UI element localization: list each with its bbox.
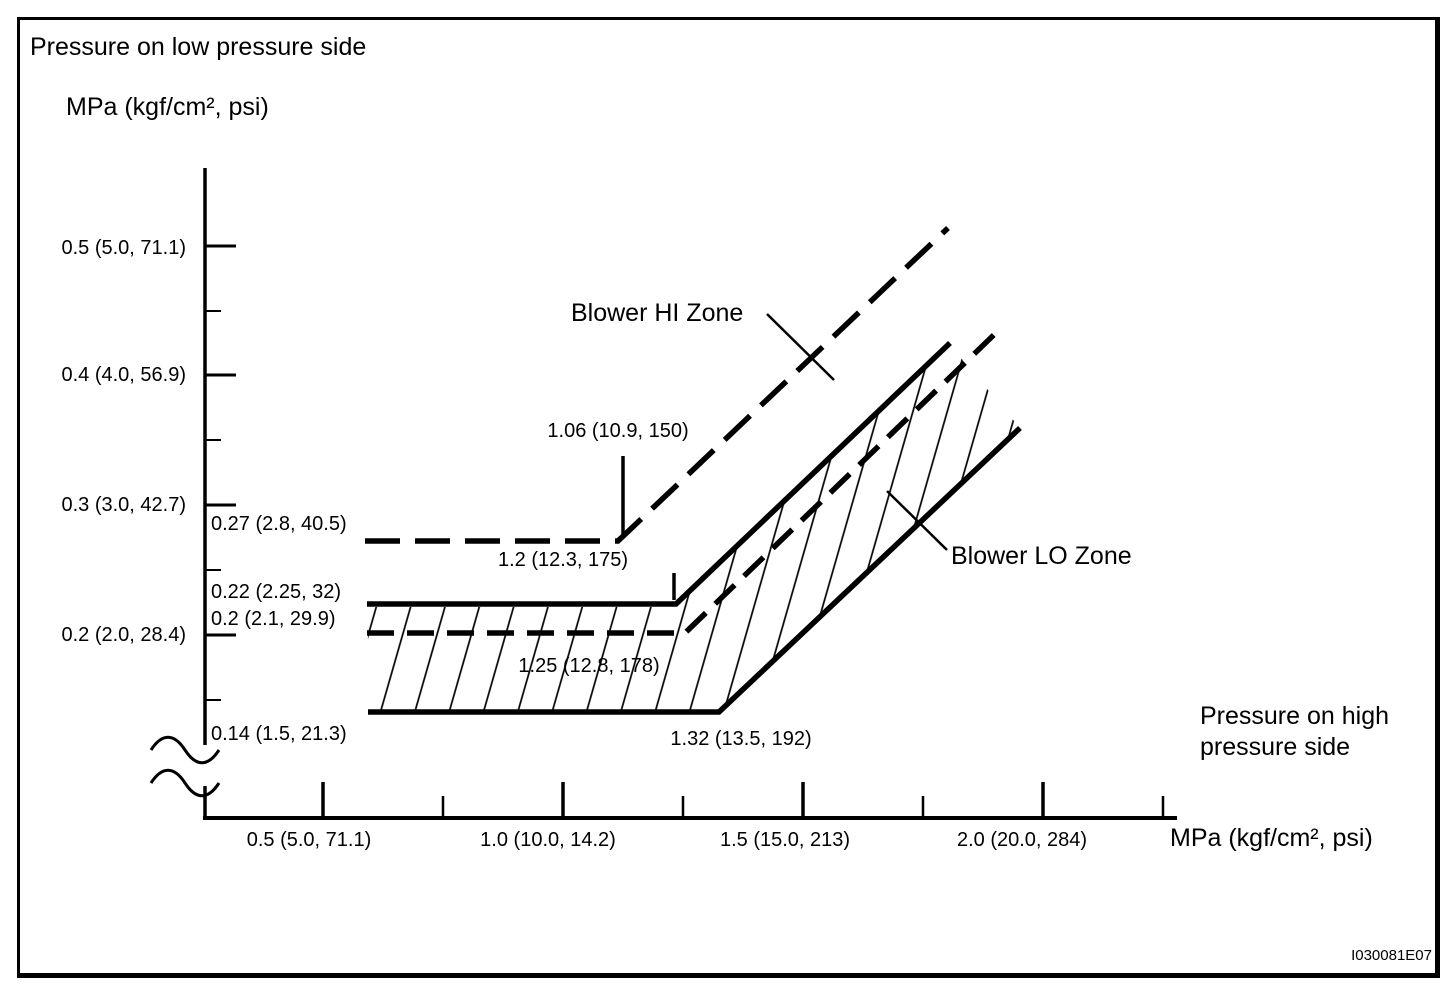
y-axis-minor-ticks [205, 310, 221, 701]
leader-blower-hi [766, 313, 835, 381]
leader-blower-lo [886, 490, 948, 551]
knee-label-1-25: 1.25 (12.8, 178) [518, 655, 660, 677]
blower-lo-zone-label: Blower LO Zone [951, 542, 1132, 570]
lo-upper-level-label: 0.22 (2.25, 32) [211, 581, 342, 603]
y-axis-major-ticks [205, 244, 236, 637]
x-axis-unit: MPa (kgf/cm², psi) [1170, 824, 1373, 852]
x-tick-label-1-5: 1.5 (15.0, 213) [719, 829, 851, 851]
x-tick-label-2-0: 2.0 (20.0, 284) [956, 829, 1088, 851]
blower-lo-zone-hatch [368, 345, 1020, 710]
blower-hi-zone-label: Blower HI Zone [571, 299, 744, 327]
blower-hi-lower-line [367, 326, 1003, 636]
hi-lower-level-label: 0.2 (2.1, 29.9) [211, 608, 336, 630]
knee-label-1-32: 1.32 (13.5, 192) [670, 728, 812, 750]
y-tick-label-0-3: 0.3 (3.0, 42.7) [61, 494, 186, 516]
knee-label-1-06: 1.06 (10.9, 150) [547, 420, 689, 442]
blower-lo-upper-line [367, 341, 952, 607]
y-tick-label-0-5: 0.5 (5.0, 71.1) [61, 237, 186, 259]
y-axis-unit: MPa (kgf/cm², psi) [66, 93, 269, 121]
x-tick-label-0-5: 0.5 (5.0, 71.1) [246, 829, 372, 851]
y-tick-label-0-2: 0.2 (2.0, 28.4) [61, 624, 186, 646]
chart-title: Pressure on low pressure side [30, 33, 367, 61]
x-axis-title: Pressure on high pressure side [1200, 702, 1390, 761]
blower-hi-upper-line [365, 226, 950, 544]
y-tick-label-0-4: 0.4 (4.0, 56.9) [61, 364, 186, 386]
x-axis-minor-ticks [441, 796, 1165, 818]
axis-break-squiggle-upper [149, 735, 221, 765]
x-tick-label-1-0: 1.0 (10.0, 14.2) [480, 829, 616, 851]
x-axis-major-ticks [321, 782, 1045, 818]
figure-id: I030081E07 [1351, 947, 1432, 964]
lo-lower-level-label: 0.14 (1.5, 21.3) [211, 723, 347, 745]
hi-upper-level-label: 0.27 (2.8, 40.5) [211, 513, 347, 535]
axis-break-squiggle-lower [149, 768, 221, 798]
knee-label-1-2: 1.2 (12.3, 175) [497, 549, 629, 571]
